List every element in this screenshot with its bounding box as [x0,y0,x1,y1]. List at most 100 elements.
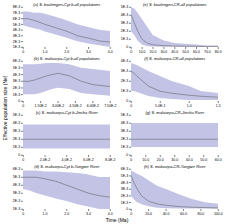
svg-text:1E-3: 1E-3 [13,45,20,49]
svg-text:(f) S. malicorpa-CR-all popula: (f) S. malicorpa-CR-all populations [144,56,205,61]
svg-text:3E-3: 3E-3 [13,191,20,195]
svg-text:8E-3: 8E-3 [13,5,20,9]
svg-text:5E-3: 5E-3 [13,23,20,27]
svg-text:6.00E-2: 6.00E-2 [86,103,99,108]
svg-text:1E-3: 1E-3 [121,89,128,93]
svg-text:10.0: 10.0 [138,49,146,54]
svg-text:0: 0 [130,212,132,216]
svg-text:1.5: 1.5 [215,103,221,108]
svg-text:3E-3: 3E-3 [121,69,128,73]
svg-text:1E-3: 1E-3 [13,145,20,149]
svg-text:4.0: 4.0 [108,212,113,216]
svg-text:0: 0 [126,153,128,157]
svg-text:3E-3: 3E-3 [13,79,20,83]
svg-text:2E-3: 2E-3 [13,137,20,141]
svg-text:(b) S. malicorpa-Cyt b-all pop: (b) S. malicorpa-Cyt b-all populations [34,56,100,61]
svg-text:40.0: 40.0 [163,212,170,216]
svg-text:8.0E-2: 8.0E-2 [105,157,116,162]
svg-text:4.50E-2: 4.50E-2 [69,103,82,108]
svg-text:40.0: 40.0 [185,157,193,162]
svg-text:4E-3: 4E-3 [13,28,20,32]
svg-text:1.50E-2: 1.50E-2 [34,103,47,108]
svg-text:5E-3: 5E-3 [121,174,128,178]
svg-text:6E-3: 6E-3 [13,59,20,63]
html-text:Time (Ma): Time (Ma) [105,217,129,223]
svg-text:4E-3: 4E-3 [13,121,20,125]
svg-text:1E-3: 1E-3 [13,207,20,211]
svg-text:4.0E-2: 4.0E-2 [61,157,72,162]
svg-text:100.0: 100.0 [214,212,223,216]
svg-text:(h) S. malicorpa-CR-Yangtze Ri: (h) S. malicorpa-CR-Yangtze River [144,164,206,169]
svg-text:5E-3: 5E-3 [121,5,128,9]
svg-text:4E-3: 4E-3 [121,59,128,63]
svg-text:1.0: 1.0 [43,212,48,216]
svg-text:(c) S. malicorpa-Cyt b-Jinsha: (c) S. malicorpa-Cyt b-Jinsha River [36,110,99,115]
svg-text:3.0: 3.0 [86,49,91,54]
svg-text:3E-3: 3E-3 [121,129,128,133]
svg-text:(a) S. boulengeri-Cyt b-all po: (a) S. boulengeri-Cyt b-all populations [33,2,100,7]
svg-text:6.0E-2: 6.0E-2 [83,157,94,162]
svg-text:1.0: 1.0 [42,49,48,54]
svg-text:50.0: 50.0 [182,49,189,54]
svg-text:0: 0 [18,153,20,157]
svg-text:3E-3: 3E-3 [121,21,128,25]
svg-text:0: 0 [126,99,128,103]
svg-text:30.0: 30.0 [171,157,179,162]
svg-text:60.0: 60.0 [193,49,200,54]
svg-text:2E-3: 2E-3 [13,40,20,44]
svg-text:20.0: 20.0 [156,157,164,162]
svg-text:(d) S. malicorpa-Cyt b-Yangtze: (d) S. malicorpa-Cyt b-Yangtze River [34,164,100,169]
svg-text:5E-3: 5E-3 [121,113,128,117]
svg-text:40.0: 40.0 [171,49,179,54]
svg-text:3E-3: 3E-3 [121,187,128,191]
svg-text:3E-3: 3E-3 [13,34,20,38]
svg-text:1E-3: 1E-3 [121,37,128,41]
svg-text:2E-3: 2E-3 [13,86,20,90]
html-text:Effective population size (Ne): Effective population size (Ne) [1,75,8,141]
svg-text:0: 0 [126,45,128,49]
svg-text:2E-3: 2E-3 [121,29,128,33]
svg-text:2E-3: 2E-3 [121,79,128,83]
svg-text:80.0: 80.0 [214,49,222,54]
svg-text:1E-3: 1E-3 [121,201,128,205]
svg-text:4E-3: 4E-3 [121,121,128,125]
svg-text:5E-3: 5E-3 [13,113,20,117]
svg-text:3.00E-2: 3.00E-2 [51,103,65,108]
svg-text:5E-3: 5E-3 [13,66,20,70]
svg-text:6E-3: 6E-3 [13,17,20,21]
svg-text:0: 0 [18,99,20,103]
svg-text:0: 0 [126,207,128,211]
svg-text:4.0: 4.0 [107,49,113,54]
svg-text:7E-3: 7E-3 [13,11,20,15]
svg-text:5.0E-1: 5.0E-1 [155,103,166,108]
svg-text:80.0: 80.0 [197,212,204,216]
svg-text:10.0: 10.0 [142,157,150,162]
svg-text:2E-3: 2E-3 [13,199,20,203]
svg-text:4E-3: 4E-3 [121,13,128,17]
svg-text:(g) S. malicorpa-CR-Jinsha Riv: (g) S. malicorpa-CR-Jinsha River [145,110,204,115]
svg-text:0: 0 [22,212,24,216]
svg-text:6E-3: 6E-3 [13,167,20,171]
svg-text:1.0: 1.0 [186,103,192,108]
svg-text:2E-3: 2E-3 [121,194,128,198]
svg-text:2E-3: 2E-3 [121,137,128,141]
svg-text:3.0: 3.0 [86,212,91,216]
svg-text:70.0: 70.0 [204,49,211,54]
svg-text:20.0: 20.0 [145,212,152,216]
svg-text:2.0: 2.0 [64,212,69,216]
svg-text:60.0: 60.0 [180,212,187,216]
svg-text:30.0: 30.0 [160,49,168,54]
svg-text:2.0E-2: 2.0E-2 [39,157,51,162]
svg-text:2.0: 2.0 [64,49,70,54]
svg-text:6E-3: 6E-3 [121,167,128,171]
svg-text:(e) S. boulengeri-CR-all popul: (e) S. boulengeri-CR-all populations [143,2,207,7]
svg-text:4E-3: 4E-3 [121,181,128,185]
svg-text:1E-3: 1E-3 [13,93,20,97]
svg-text:7.50E-2: 7.50E-2 [104,103,117,108]
svg-text:4E-3: 4E-3 [13,183,20,187]
svg-text:4E-3: 4E-3 [13,73,20,77]
svg-text:20.0: 20.0 [149,49,157,54]
svg-text:3E-3: 3E-3 [13,129,20,133]
svg-text:1E-3: 1E-3 [121,145,128,149]
svg-text:5E-3: 5E-3 [13,175,20,179]
